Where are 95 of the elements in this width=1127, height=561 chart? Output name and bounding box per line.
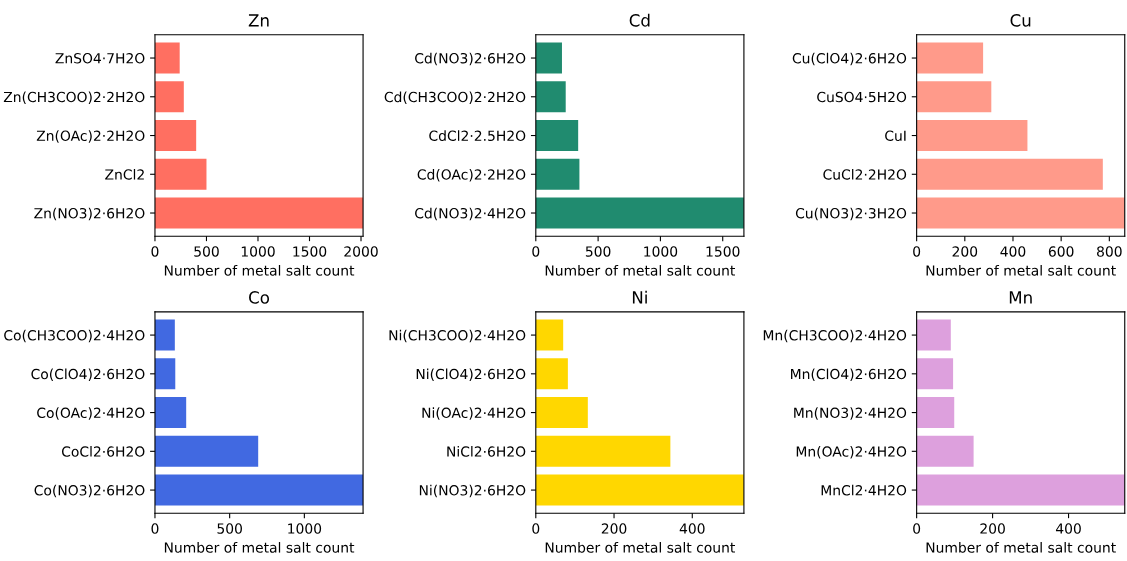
x-tick-label: 0 [532,246,540,257]
bar [535,42,562,74]
y-tick-label: Cu(ClO4)2·6H2O [792,52,907,66]
bar [535,358,568,390]
x-tick-label: 800 [1097,246,1122,257]
bar [916,42,984,74]
bar [916,397,955,429]
y-tick-label: ZnSO4·7H2O [55,53,145,64]
x-tick-label: 1000 [288,523,322,534]
x-tick-label: 0 [151,523,159,534]
bar [916,197,1125,229]
chart-title: Cu [1010,14,1031,27]
bar [535,197,744,229]
x-axis-title: Number of metal salt count [545,264,736,276]
x-tick-label: 200 [952,246,978,257]
x-tick-label: 1500 [706,246,740,257]
x-tick-label: 500 [194,246,219,257]
y-tick-label: Zn(OAc)2·2H2O [36,130,145,143]
y-tick-label: Cd(NO3)2·6H2O [415,52,526,66]
x-axis-title: Number of metal salt count [926,264,1116,276]
bar [154,197,364,229]
y-tick-label: Cd(NO3)2·4H2O [415,207,526,221]
bar [535,319,564,351]
chart-title: Mn [1009,291,1032,304]
y-tick-label: Cd(CH3COO)2·2H2O [384,91,526,104]
bar [535,474,744,506]
bar [916,120,1028,152]
bar [154,158,207,190]
bar [916,158,1103,190]
bar [916,358,954,390]
bar [535,81,566,113]
bar [535,120,579,152]
x-tick-label: 0 [151,246,159,257]
y-tick-label: Ni(NO3)2·6H2O [419,484,526,498]
bar [916,81,992,113]
x-tick-label: 400 [1055,523,1081,534]
x-tick-label: 600 [1048,246,1074,257]
y-tick-label: MnCl2·4H2O [821,484,907,496]
y-tick-label: Zn(NO3)2·6H2O [34,207,145,221]
bar [916,435,974,467]
y-tick-label: CuCl2·2H2O [823,169,907,180]
y-tick-label: Co(ClO4)2·6H2O [31,368,145,381]
x-tick-label: 200 [980,523,1005,534]
x-axis-title: Number of metal salt count [545,542,736,553]
bar [154,435,259,467]
bar [154,397,187,429]
y-tick-label: Mn(NO3)2·4H2O [794,407,907,420]
y-tick-label: CdCl2·2.5H2O [429,130,526,141]
x-axis-title: Number of metal salt count [926,542,1116,553]
y-tick-label: Ni(ClO4)2·6H2O [416,368,526,381]
chart-title: Zn [248,14,269,27]
y-tick-label: CuI [885,130,906,141]
y-tick-label: Cu(NO3)2·3H2O [795,207,907,221]
y-tick-label: CuSO4·5H2O [817,91,907,103]
x-tick-label: 1000 [644,246,678,257]
y-tick-label: ZnCl2 [105,169,144,180]
y-tick-label: Mn(CH3COO)2·4H2O [763,329,907,343]
bar [916,474,1125,506]
chart-title: Co [249,291,270,304]
y-tick-label: NiCl2·6H2O [447,446,526,457]
bar [154,358,176,390]
x-tick-label: 500 [217,523,242,534]
x-axis-title: Number of metal salt count [164,542,355,553]
x-tick-label: 400 [679,523,705,534]
y-tick-label: Co(OAc)2·4H2O [37,407,145,420]
x-tick-label: 1500 [293,246,327,257]
y-tick-label: Ni(OAc)2·4H2O [422,407,526,420]
chart-title: Ni [632,290,647,304]
bar [535,397,588,429]
bar [154,42,180,74]
y-tick-label: Ni(CH3COO)2·4H2O [389,329,526,343]
x-tick-label: 0 [913,246,921,257]
x-tick-label: 200 [601,523,627,534]
bar [916,319,951,351]
bar [535,435,671,467]
x-axis-title: Number of metal salt count [164,264,355,276]
y-tick-label: Mn(ClO4)2·6H2O [791,368,907,381]
bar [154,474,364,506]
y-tick-label: Cd(OAc)2·2H2O [417,169,526,182]
x-tick-label: 0 [913,523,921,534]
bar [154,81,184,113]
x-tick-label: 0 [532,523,540,534]
y-tick-label: Co(CH3COO)2·4H2O [4,329,145,343]
x-tick-label: 500 [585,246,611,257]
y-tick-label: Co(NO3)2·6H2O [34,484,145,498]
x-tick-label: 1000 [241,246,275,257]
bar [154,120,197,152]
bar [154,319,175,351]
y-tick-label: CoCl2·6H2O [61,446,145,457]
bar [535,158,580,190]
x-tick-label: 400 [1000,246,1026,257]
chart-title: Cd [629,13,650,27]
x-tick-label: 2000 [344,246,378,257]
y-tick-label: Zn(CH3COO)2·2H2O [3,91,145,104]
y-tick-label: Mn(OAc)2·4H2O [796,446,907,459]
